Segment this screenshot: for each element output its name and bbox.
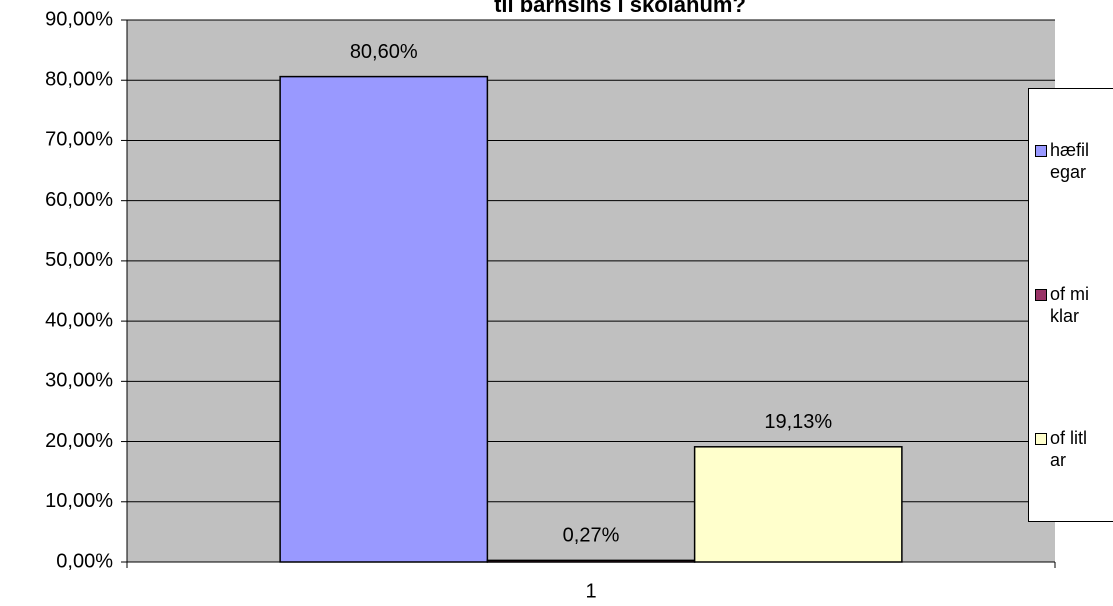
legend-swatch: [1035, 289, 1047, 301]
legend-swatch: [1035, 145, 1047, 157]
y-tick-label: 30,00%: [45, 370, 113, 392]
y-tick-label: 90,00%: [45, 8, 113, 30]
legend-swatch: [1035, 433, 1047, 445]
y-tick-label: 0,00%: [56, 550, 113, 572]
y-tick-label: 20,00%: [45, 430, 113, 452]
legend-item: of miklar: [1029, 283, 1113, 327]
y-tick-label: 80,00%: [45, 69, 113, 91]
legend-item: of litlar: [1029, 427, 1113, 471]
legend-label: hæfilegar: [1050, 140, 1090, 182]
bar: [279, 75, 489, 563]
plot-area: [127, 20, 1055, 562]
y-tick-label: 40,00%: [45, 309, 113, 331]
y-tick-label: 70,00%: [45, 129, 113, 151]
y-tick-label: 10,00%: [45, 490, 113, 512]
x-tick-label: 1: [585, 580, 596, 602]
bar: [486, 559, 696, 563]
y-tick-label: 50,00%: [45, 249, 113, 271]
legend: hæfilegar of miklar of litlar: [1028, 88, 1113, 522]
legend-label: of litlar: [1050, 428, 1088, 470]
value-label: 19,13%: [764, 411, 832, 433]
value-label: 80,60%: [350, 41, 418, 63]
bar: [693, 446, 903, 563]
value-label: 0,27%: [563, 525, 620, 547]
y-tick-label: 60,00%: [45, 189, 113, 211]
legend-item: hæfilegar: [1029, 139, 1113, 183]
chart-title: til barnsins í skólanum?: [494, 0, 746, 17]
legend-label: of miklar: [1050, 284, 1090, 326]
